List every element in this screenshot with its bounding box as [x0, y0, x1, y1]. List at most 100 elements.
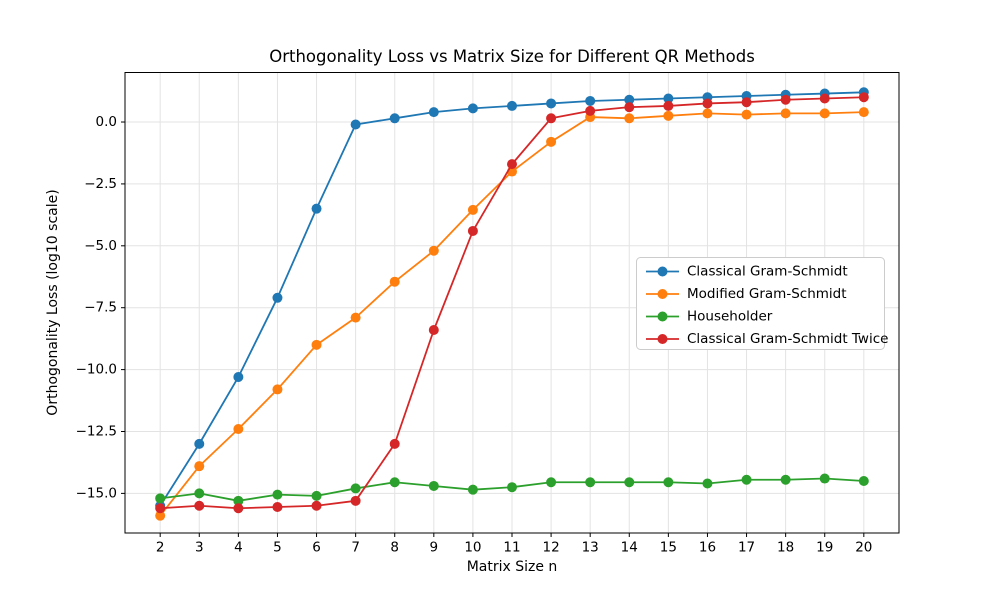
y-tick-label: −2.5 — [84, 176, 117, 192]
data-point-marker — [311, 203, 322, 214]
legend-label: Modified Gram-Schmidt — [687, 286, 847, 302]
legend-marker — [657, 266, 668, 277]
data-point-marker — [233, 372, 244, 383]
data-point-marker — [819, 108, 830, 119]
legend-marker — [657, 334, 668, 344]
data-point-marker — [507, 482, 517, 493]
data-point-marker — [311, 500, 322, 511]
data-point-marker — [741, 109, 752, 120]
y-tick-label: −7.5 — [84, 300, 117, 316]
x-tick-label: 6 — [312, 540, 321, 556]
data-point-marker — [780, 108, 791, 119]
data-point-marker — [155, 503, 166, 514]
data-point-marker — [428, 324, 439, 335]
axes-layer: 2 3 4 5 6 7 8 9 10 11 12 13 14 15 16 17 18 19 20 0.0 −2.5 −5.… — [76, 72, 900, 556]
data-point-marker — [858, 92, 869, 103]
data-point-marker — [663, 477, 674, 488]
x-tick-label: 14 — [621, 540, 638, 556]
data-point-marker — [350, 119, 361, 130]
data-point-marker — [428, 245, 439, 256]
legend-layer: Classical Gram-Schmidt Modified Gram-Schm… — [636, 257, 888, 350]
x-tick-label: 19 — [816, 540, 833, 556]
data-point-marker — [194, 500, 205, 511]
y-axis-label: Orthogonality Loss (log10 scale) — [45, 189, 61, 415]
data-point-marker — [780, 94, 791, 105]
x-tick-label: 2 — [156, 540, 165, 556]
data-point-marker — [350, 483, 361, 494]
data-point-marker — [780, 474, 791, 485]
data-point-marker — [467, 225, 478, 236]
data-point-marker — [702, 478, 713, 489]
series-layer — [155, 87, 869, 521]
y-tick-label: −10.0 — [76, 362, 117, 378]
data-point-marker — [272, 489, 283, 500]
legend-label: Classical Gram-Schmidt Twice — [687, 331, 888, 347]
data-point-marker — [858, 107, 869, 118]
data-point-marker — [702, 98, 713, 109]
data-point-marker — [389, 477, 400, 488]
x-tick-label: 11 — [503, 540, 520, 556]
data-point-marker — [194, 488, 205, 499]
data-point-marker — [741, 97, 752, 108]
x-tick-label: 18 — [777, 540, 794, 556]
data-point-marker — [311, 490, 322, 501]
data-point-marker — [546, 136, 557, 147]
data-point-marker — [155, 493, 166, 504]
data-point-marker — [233, 495, 244, 506]
x-tick-label: 8 — [390, 540, 399, 556]
data-point-marker — [585, 105, 596, 116]
data-point-marker — [389, 438, 400, 449]
data-point-marker — [702, 108, 713, 119]
data-point-marker — [194, 461, 205, 472]
data-point-marker — [546, 98, 557, 109]
legend-item-householder: Householder — [646, 309, 773, 325]
data-point-marker — [819, 93, 830, 104]
series-classical-gram-schmidt — [155, 87, 869, 511]
data-point-marker — [467, 204, 478, 215]
data-point-marker — [233, 503, 244, 514]
data-point-marker — [507, 159, 517, 170]
data-point-marker — [585, 95, 596, 106]
data-point-marker — [428, 480, 439, 491]
data-point-marker — [389, 276, 400, 287]
data-point-marker — [507, 100, 517, 111]
data-point-marker — [155, 510, 166, 521]
data-point-marker — [467, 103, 478, 114]
y-tick-label: 0.0 — [96, 114, 117, 130]
y-tick-label: −5.0 — [84, 238, 117, 254]
data-point-marker — [350, 495, 361, 506]
data-point-marker — [350, 312, 361, 323]
data-point-marker — [663, 110, 674, 121]
legend-label: Classical Gram-Schmidt — [687, 264, 848, 280]
x-tick-label: 17 — [738, 540, 755, 556]
data-point-marker — [624, 94, 635, 105]
y-tick-label: −15.0 — [76, 485, 117, 501]
data-point-marker — [272, 292, 283, 303]
x-tick-label: 10 — [464, 540, 481, 556]
legend-marker — [657, 289, 668, 299]
data-point-marker — [585, 477, 596, 488]
data-point-marker — [272, 502, 283, 513]
x-tick-label: 12 — [542, 540, 559, 556]
data-point-marker — [389, 113, 400, 124]
data-point-marker — [663, 93, 674, 104]
data-point-marker — [428, 107, 439, 118]
data-point-marker — [546, 113, 557, 124]
data-point-marker — [663, 100, 674, 111]
data-point-marker — [858, 476, 869, 487]
x-axis-label: Matrix Size n — [467, 559, 558, 575]
legend-item-classical-gram-schmidt-twice: Classical Gram-Schmidt Twice — [646, 331, 888, 347]
x-tick-label: 4 — [234, 540, 243, 556]
x-tick-label: 5 — [273, 540, 282, 556]
x-tick-label: 16 — [699, 540, 716, 556]
x-tick-label: 7 — [351, 540, 360, 556]
legend-item-classical-gram-schmidt: Classical Gram-Schmidt — [646, 264, 848, 280]
legend-label: Householder — [687, 309, 773, 325]
x-tick-label: 13 — [582, 540, 599, 556]
y-tick-label: −12.5 — [76, 423, 117, 439]
x-tick-label: 15 — [660, 540, 677, 556]
data-point-marker — [624, 113, 635, 124]
data-point-marker — [467, 484, 478, 495]
